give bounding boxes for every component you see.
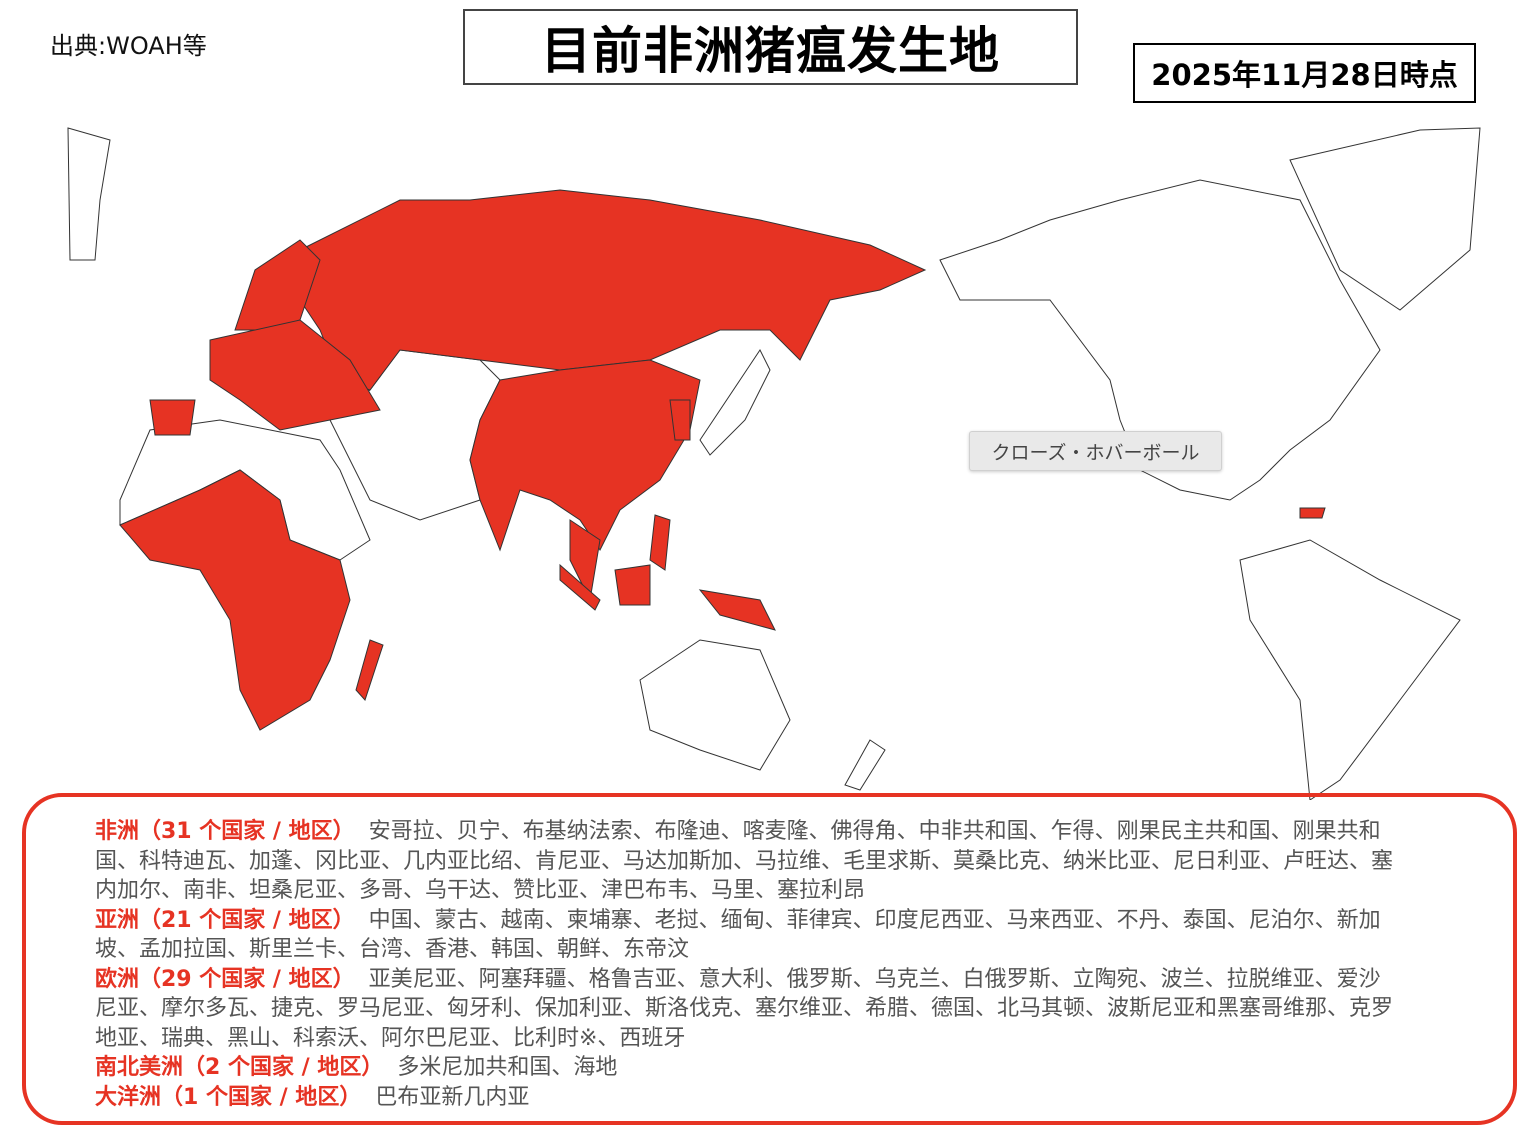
page-title: 目前非洲猪瘟发生地 bbox=[541, 22, 1000, 80]
region-countries: 亚美尼亚、阿塞拜疆、格鲁吉亚、意大利、俄罗斯、乌克兰、白俄罗斯、立陶宛、波兰、拉… bbox=[95, 966, 1394, 1051]
region-countries: 安哥拉、贝宁、布基纳法索、布隆迪、喀麦隆、佛得角、中非共和国、乍得、刚果民主共和… bbox=[95, 819, 1394, 903]
south-america bbox=[1239, 539, 1461, 800]
region-label: 南北美洲（2 个国家 / 地区） bbox=[95, 1055, 384, 1080]
spain bbox=[149, 399, 196, 436]
sub-saharan-africa bbox=[119, 469, 351, 731]
hispaniola bbox=[1299, 507, 1326, 519]
new-zealand bbox=[844, 739, 886, 791]
title-box: 目前非洲猪瘟发生地 bbox=[463, 9, 1078, 85]
region-europe: 欧洲（29 个国家 / 地区） 亚美尼亚、阿塞拜疆、格鲁吉亚、意大利、俄罗斯、乌克… bbox=[95, 965, 1400, 1054]
region-countries: 巴布亚新几内亚 bbox=[375, 1084, 530, 1110]
japan bbox=[699, 349, 771, 456]
region-africa: 非洲（31 个国家 / 地区） 安哥拉、贝宁、布基纳法索、布隆迪、喀麦隆、佛得角、… bbox=[95, 817, 1400, 906]
australia bbox=[639, 639, 791, 771]
china-south-asia bbox=[469, 359, 701, 552]
scandinavia bbox=[234, 239, 321, 331]
affected-countries-box bbox=[22, 793, 1517, 1125]
sumatra bbox=[559, 563, 601, 611]
region-label: 欧洲（29 个国家 / 地区） bbox=[95, 966, 355, 992]
date-box: 2025年11月28日時点 bbox=[1133, 43, 1476, 103]
madagascar bbox=[355, 639, 384, 701]
world-map bbox=[67, 127, 1481, 800]
close-hover-ball-tooltip[interactable]: クローズ・ホバーボール bbox=[969, 431, 1222, 471]
region-label: 非洲（31 个国家 / 地区） bbox=[95, 819, 355, 844]
affected-countries-list: 非洲（31 个国家 / 地区） 安哥拉、贝宁、布基纳法索、布隆迪、喀麦隆、佛得角、… bbox=[95, 817, 1400, 1112]
greenland bbox=[1289, 127, 1481, 311]
region-asia: 亚洲（21 个国家 / 地区） 中国、蒙古、越南、柬埔寨、老挝、缅甸、菲律宾、印度… bbox=[95, 906, 1400, 965]
canada-islands-west bbox=[67, 127, 111, 261]
region-countries: 中国、蒙古、越南、柬埔寨、老挝、缅甸、菲律宾、印度尼西亚、马来西亚、不丹、泰国、… bbox=[95, 907, 1381, 963]
north-america bbox=[939, 179, 1381, 501]
source-label: 出典:WOAH等 bbox=[50, 32, 207, 60]
borneo bbox=[614, 564, 651, 606]
region-americas: 南北美洲（2 个国家 / 地区） 多米尼加共和国、海地 bbox=[95, 1053, 1400, 1083]
europe bbox=[209, 319, 381, 431]
region-oceania: 大洋洲（1 个国家 / 地区） 巴布亚新几内亚 bbox=[95, 1083, 1400, 1113]
region-label: 大洋洲（1 个国家 / 地区） bbox=[95, 1084, 362, 1110]
date-label: 2025年11月28日時点 bbox=[1151, 58, 1458, 92]
papua-new-guinea bbox=[698, 589, 776, 631]
korea bbox=[669, 399, 691, 441]
philippines bbox=[649, 514, 671, 571]
region-label: 亚洲（21 个国家 / 地区） bbox=[95, 907, 355, 933]
region-countries: 多米尼加共和国、海地 bbox=[397, 1055, 618, 1080]
